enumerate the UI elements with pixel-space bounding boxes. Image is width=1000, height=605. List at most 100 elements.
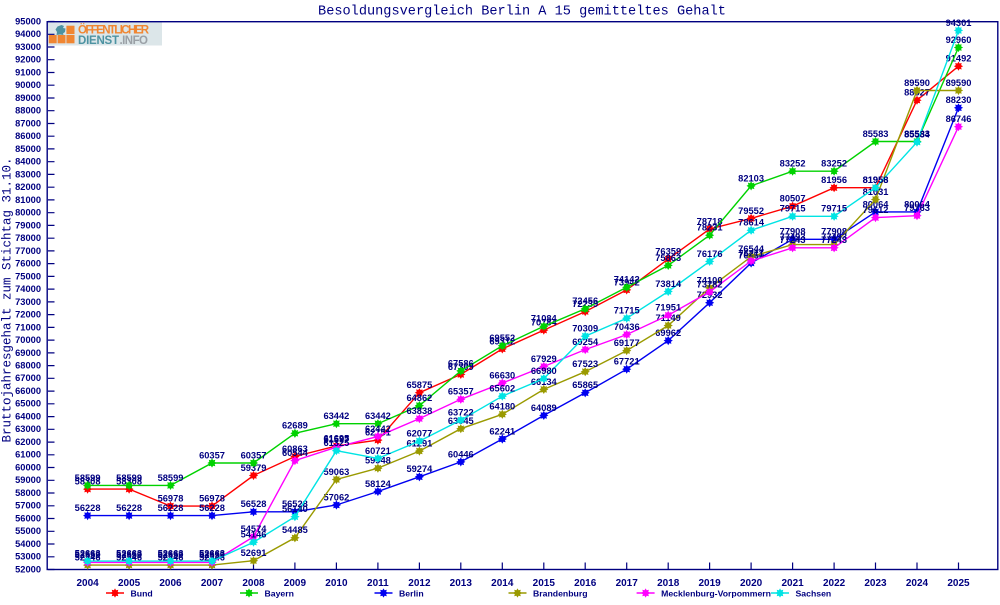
svg-text:79715: 79715 [821, 204, 847, 214]
svg-text:2005: 2005 [118, 578, 141, 589]
svg-text:77243: 77243 [821, 235, 847, 245]
svg-text:88000: 88000 [15, 106, 41, 116]
svg-text:89590: 89590 [904, 78, 930, 88]
svg-text:80000: 80000 [15, 208, 41, 218]
svg-text:74000: 74000 [15, 284, 41, 294]
svg-text:73814: 73814 [655, 279, 682, 289]
svg-text:69962: 69962 [655, 328, 681, 338]
svg-text:Bayern: Bayern [265, 588, 294, 598]
svg-text:63722: 63722 [448, 408, 474, 418]
svg-text:92960: 92960 [946, 35, 972, 45]
svg-text:76176: 76176 [697, 249, 723, 259]
svg-text:58000: 58000 [15, 488, 41, 498]
svg-text:81958: 81958 [863, 175, 889, 185]
svg-text:65602: 65602 [489, 384, 515, 394]
svg-text:52691: 52691 [241, 548, 267, 558]
svg-text:2008: 2008 [242, 578, 265, 589]
svg-text:79763: 79763 [904, 203, 930, 213]
svg-text:90000: 90000 [15, 80, 41, 90]
svg-text:2006: 2006 [159, 578, 182, 589]
svg-text:54574: 54574 [241, 524, 268, 534]
svg-text:76211: 76211 [738, 248, 763, 258]
svg-text:59274: 59274 [406, 464, 433, 474]
svg-text:67000: 67000 [15, 373, 41, 383]
svg-text:62077: 62077 [406, 429, 432, 439]
svg-text:91492: 91492 [946, 54, 972, 64]
svg-text:60544: 60544 [282, 448, 309, 458]
svg-text:66000: 66000 [15, 386, 41, 396]
svg-text:59379: 59379 [241, 463, 267, 473]
svg-text:71715: 71715 [614, 306, 640, 316]
svg-text:67586: 67586 [448, 358, 474, 368]
svg-text:54485: 54485 [282, 525, 308, 535]
svg-text:74142: 74142 [614, 275, 640, 285]
svg-text:95000: 95000 [15, 16, 41, 26]
svg-text:65357: 65357 [448, 387, 474, 397]
svg-text:92000: 92000 [15, 55, 41, 65]
svg-text:Brandenburg: Brandenburg [533, 588, 588, 598]
svg-text:84000: 84000 [15, 157, 41, 167]
svg-text:89000: 89000 [15, 93, 41, 103]
svg-text:76359: 76359 [655, 247, 681, 257]
svg-text:63000: 63000 [15, 424, 41, 434]
svg-text:2011: 2011 [367, 578, 389, 589]
svg-text:83252: 83252 [821, 159, 847, 169]
svg-text:57062: 57062 [323, 492, 349, 502]
svg-text:2015: 2015 [533, 578, 556, 589]
svg-text:73000: 73000 [15, 297, 41, 307]
svg-text:57000: 57000 [15, 501, 41, 511]
svg-text:60357: 60357 [199, 450, 225, 460]
svg-text:2022: 2022 [823, 578, 846, 589]
svg-text:59063: 59063 [323, 467, 349, 477]
svg-text:77243: 77243 [780, 235, 806, 245]
svg-text:60446: 60446 [448, 449, 474, 459]
svg-text:59000: 59000 [15, 475, 41, 485]
svg-text:74100: 74100 [697, 275, 723, 285]
svg-text:72456: 72456 [572, 296, 598, 306]
svg-text:79715: 79715 [780, 204, 806, 214]
svg-text:67929: 67929 [531, 354, 557, 364]
svg-text:94301: 94301 [946, 18, 972, 28]
svg-text:69177: 69177 [614, 338, 640, 348]
svg-text:56978: 56978 [158, 494, 184, 504]
svg-text:64180: 64180 [489, 402, 515, 412]
svg-text:78231: 78231 [697, 223, 723, 233]
svg-text:52559: 52559 [75, 550, 101, 560]
svg-text:Bund: Bund [131, 588, 153, 598]
svg-text:77908: 77908 [780, 227, 806, 237]
svg-text:80064: 80064 [904, 199, 931, 209]
svg-text:80507: 80507 [780, 194, 806, 204]
svg-text:61325: 61325 [323, 438, 349, 448]
svg-text:56228: 56228 [199, 503, 225, 513]
svg-text:73782: 73782 [697, 279, 723, 289]
svg-text:72000: 72000 [15, 310, 41, 320]
svg-text:58124: 58124 [365, 479, 392, 489]
svg-text:62442: 62442 [365, 424, 391, 434]
svg-text:77000: 77000 [15, 246, 41, 256]
svg-text:77493: 77493 [780, 232, 806, 242]
svg-text:75863: 75863 [655, 253, 681, 263]
svg-text:61000: 61000 [15, 450, 41, 460]
svg-text:79000: 79000 [15, 220, 41, 230]
svg-text:71084: 71084 [531, 314, 558, 324]
svg-text:2025: 2025 [947, 578, 970, 589]
svg-text:64000: 64000 [15, 412, 41, 422]
svg-text:62241: 62241 [489, 426, 515, 436]
svg-text:Mecklenburg-Vorpommern: Mecklenburg-Vorpommern [661, 588, 771, 598]
svg-text:2019: 2019 [698, 578, 721, 589]
svg-text:69552: 69552 [489, 333, 515, 343]
svg-text:94000: 94000 [15, 29, 41, 39]
svg-text:2012: 2012 [408, 578, 431, 589]
svg-text:60000: 60000 [15, 462, 41, 472]
svg-text:2009: 2009 [284, 578, 307, 589]
svg-text:52559: 52559 [116, 550, 142, 560]
svg-text:78614: 78614 [738, 218, 765, 228]
svg-text:76544: 76544 [738, 244, 765, 254]
svg-text:56978: 56978 [199, 494, 225, 504]
svg-text:65875: 65875 [406, 380, 432, 390]
svg-text:69000: 69000 [15, 348, 41, 358]
svg-text:61597: 61597 [323, 435, 349, 445]
svg-text:72239: 72239 [572, 299, 598, 309]
svg-text:52000: 52000 [15, 564, 41, 574]
svg-text:86000: 86000 [15, 131, 41, 141]
